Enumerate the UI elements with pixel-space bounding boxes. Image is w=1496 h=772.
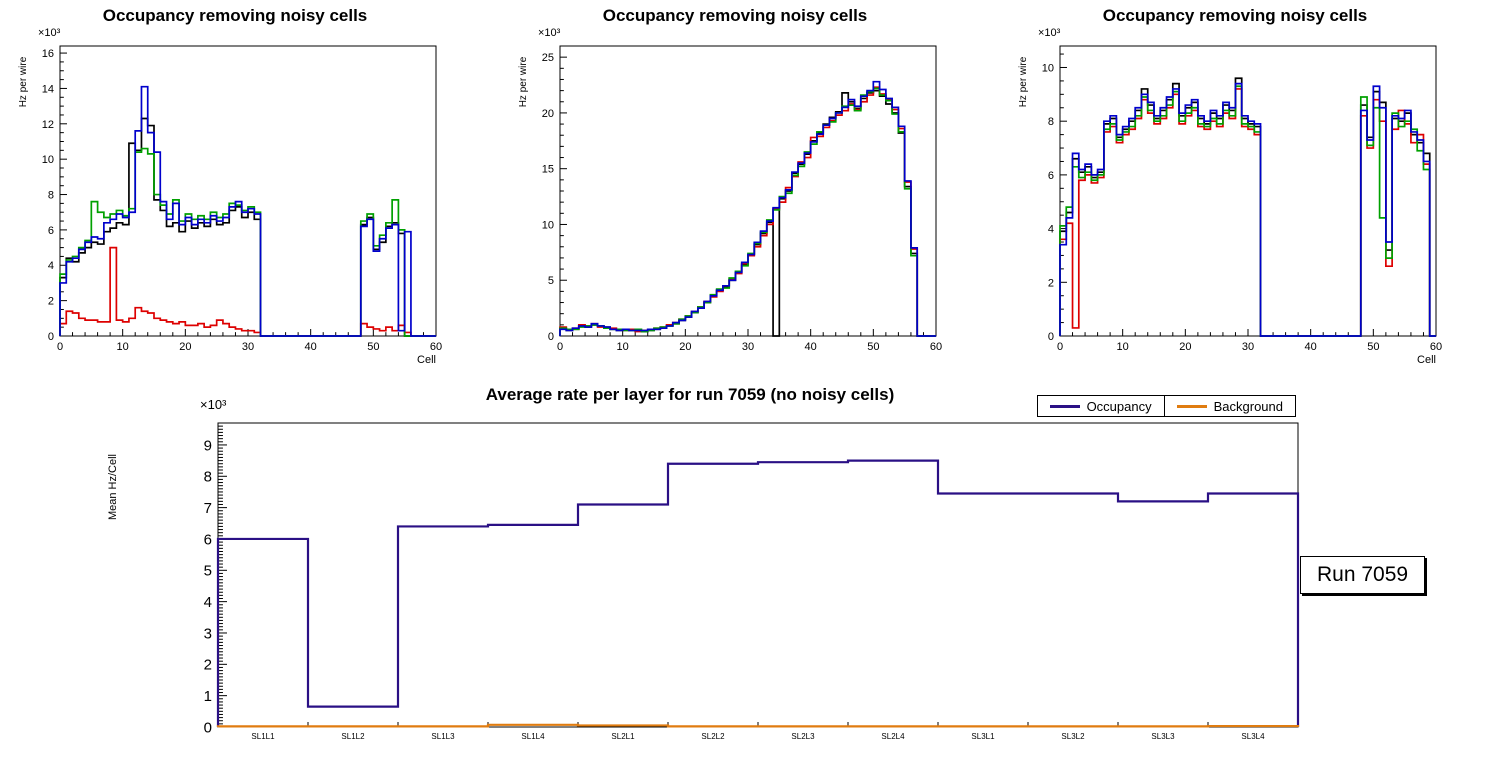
svg-text:7: 7 — [204, 500, 212, 517]
svg-text:20: 20 — [679, 341, 691, 353]
legend: Occupancy Background — [1036, 395, 1296, 417]
svg-text:5: 5 — [204, 563, 212, 580]
svg-text:SL2L4: SL2L4 — [881, 732, 905, 741]
occupancy-panel-3: Occupancy removing noisy cells ×10³ 0 2 4 6… — [1000, 0, 1470, 380]
svg-text:SL3L1: SL3L1 — [971, 732, 995, 741]
svg-text:0: 0 — [1057, 341, 1063, 353]
legend-entry-background: Background — [1163, 396, 1295, 416]
svg-text:10: 10 — [617, 341, 629, 353]
svg-text:Hz per wire: Hz per wire — [1018, 56, 1029, 107]
svg-text:SL2L3: SL2L3 — [791, 732, 815, 741]
svg-text:SL3L4: SL3L4 — [1241, 732, 1265, 741]
chart-title: Occupancy removing noisy cells — [1102, 6, 1368, 25]
svg-text:15: 15 — [542, 164, 554, 176]
svg-text:0: 0 — [57, 341, 63, 353]
svg-text:2: 2 — [1048, 277, 1054, 289]
occupancy-legend-line — [1049, 404, 1080, 408]
svg-text:SL2L1: SL2L1 — [611, 732, 635, 741]
svg-text:4: 4 — [48, 260, 54, 272]
svg-text:20: 20 — [179, 341, 191, 353]
chart-title: Occupancy removing noisy cells — [102, 6, 368, 25]
svg-text:6: 6 — [48, 225, 54, 237]
y-axis-exponent: ×10³ — [200, 397, 227, 412]
svg-text:60: 60 — [930, 341, 942, 353]
svg-text:40: 40 — [1305, 341, 1317, 353]
svg-text:SL1L4: SL1L4 — [521, 732, 545, 741]
svg-text:20: 20 — [1179, 341, 1191, 353]
svg-text:Hz per wire: Hz per wire — [18, 56, 29, 107]
svg-text:0: 0 — [557, 341, 563, 353]
svg-text:SL3L2: SL3L2 — [1061, 732, 1085, 741]
svg-text:0: 0 — [548, 331, 554, 343]
occupancy-panel-1: Occupancy removing noisy cells ×10³ 0 2 4 6… — [0, 0, 470, 380]
svg-text:0: 0 — [204, 719, 212, 736]
svg-text:0: 0 — [48, 331, 54, 343]
svg-text:4: 4 — [1048, 224, 1054, 236]
svg-text:12: 12 — [42, 119, 54, 131]
svg-text:10: 10 — [1117, 341, 1129, 353]
occupancy-plot-2: 0 5 10 15 20 25 0 10 20 30 40 50 60 Hz per wire — [518, 45, 942, 353]
y-axis-exponent: ×10³ — [538, 27, 561, 39]
svg-text:SL1L1: SL1L1 — [251, 732, 275, 741]
svg-text:16: 16 — [42, 48, 54, 60]
svg-text:40: 40 — [805, 341, 817, 353]
svg-text:4: 4 — [204, 594, 212, 611]
average-rate-plot: 0 1 2 3 4 5 6 7 8 9 SL1L1 SL1L2 SL1L3 SL1L4 SL2L1 SL2L2… — [107, 422, 1300, 741]
svg-text:30: 30 — [1242, 341, 1254, 353]
svg-text:8: 8 — [204, 469, 212, 486]
svg-text:40: 40 — [305, 341, 317, 353]
chart-title: Occupancy removing noisy cells — [602, 6, 868, 25]
svg-text:8: 8 — [1048, 116, 1054, 128]
svg-text:SL2L2: SL2L2 — [701, 732, 725, 741]
y-axis-exponent: ×10³ — [1038, 27, 1061, 39]
svg-text:60: 60 — [430, 341, 442, 353]
svg-text:9: 9 — [204, 437, 212, 454]
svg-text:Mean Hz/Cell: Mean Hz/Cell — [107, 454, 119, 520]
legend-label: Background — [1213, 398, 1283, 414]
run-label-pave: Run 7059 — [1300, 556, 1426, 594]
svg-text:5: 5 — [548, 275, 554, 287]
svg-text:6: 6 — [1048, 170, 1054, 182]
background-legend-line — [1176, 404, 1207, 408]
svg-text:Cell: Cell — [417, 354, 436, 366]
svg-text:1: 1 — [204, 688, 212, 705]
svg-text:0: 0 — [1048, 331, 1054, 343]
svg-text:14: 14 — [42, 83, 54, 95]
svg-text:50: 50 — [867, 341, 879, 353]
y-axis-exponent: ×10³ — [38, 27, 61, 39]
svg-text:SL1L2: SL1L2 — [341, 732, 365, 741]
svg-text:6: 6 — [204, 531, 212, 548]
svg-text:10: 10 — [42, 154, 54, 166]
svg-text:Cell: Cell — [1417, 354, 1436, 366]
svg-text:3: 3 — [204, 625, 212, 642]
svg-text:10: 10 — [542, 219, 554, 231]
svg-text:8: 8 — [48, 190, 54, 202]
svg-text:2: 2 — [48, 296, 54, 308]
svg-text:60: 60 — [1430, 341, 1442, 353]
svg-text:SL1L3: SL1L3 — [431, 732, 455, 741]
svg-text:25: 25 — [542, 52, 554, 64]
svg-text:2: 2 — [204, 657, 212, 674]
occupancy-panel-2: Occupancy removing noisy cells ×10³ 0 5 10… — [500, 0, 970, 380]
svg-text:20: 20 — [542, 108, 554, 120]
average-rate-panel: Average rate per layer for run 7059 (no … — [60, 385, 1320, 770]
chart-title: Average rate per layer for run 7059 (no … — [485, 385, 895, 404]
legend-entry-occupancy: Occupancy — [1038, 396, 1164, 416]
svg-text:SL3L3: SL3L3 — [1151, 732, 1175, 741]
svg-text:10: 10 — [117, 341, 129, 353]
svg-text:10: 10 — [1042, 62, 1054, 74]
svg-text:50: 50 — [1367, 341, 1379, 353]
legend-label: Occupancy — [1086, 398, 1152, 414]
svg-text:30: 30 — [242, 341, 254, 353]
svg-text:50: 50 — [367, 341, 379, 353]
svg-text:Hz per wire: Hz per wire — [518, 56, 529, 107]
svg-text:30: 30 — [742, 341, 754, 353]
